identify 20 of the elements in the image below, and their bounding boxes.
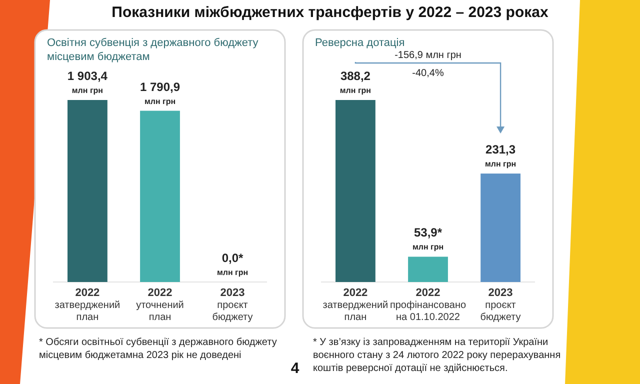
x-tick-label: 2022 уточнений план	[136, 287, 184, 323]
x-tick-label: 2023 проєкт бюджету	[480, 287, 521, 323]
x-tick-label: 2023 проєкт бюджету	[212, 287, 253, 323]
data-label: 53,9* млн грн	[412, 226, 444, 252]
chart-title: Реверсна дотація	[315, 37, 405, 49]
data-label: 388,2 млн грн	[340, 69, 372, 95]
x-tick-label: 2022 профінансовано на 01.10.2022	[390, 287, 466, 323]
chart-title: Освітня субвенція з державного бюджету місцевим бюджетам	[47, 37, 259, 63]
data-label: 1 903,4 млн грн	[67, 69, 108, 95]
text: Показники міжбюджетних трансфертів у 2022 – 2023 роках	[112, 4, 549, 21]
text: -40,4%	[412, 68, 444, 79]
x-tick-label: 2022 затверджений план	[322, 287, 388, 323]
data-label: 1 790,9 млн грн	[140, 80, 180, 106]
text: * У зв’язку із запровадженням на території України воєнного стану з 24 лютого 2022 року перерахування коштів реверсної дотації не здійснюється.	[313, 337, 561, 374]
data-label: 0,0* млн грн	[216, 251, 248, 277]
text: * Обсяги освітньої субвенції з державного бюджету місцевим бюджетамна 2023 рік не доведені	[39, 337, 277, 361]
text: -156,9 млн грн	[394, 50, 462, 61]
text: 4	[290, 360, 300, 377]
data-label: 231,3 млн грн	[484, 142, 516, 169]
x-tick-label: 2022 затверджений план	[54, 287, 120, 323]
